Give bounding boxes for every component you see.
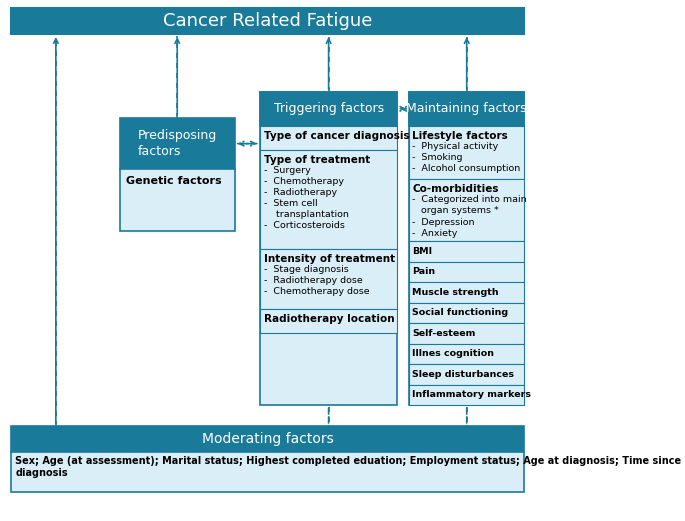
FancyBboxPatch shape	[260, 249, 397, 309]
FancyBboxPatch shape	[409, 282, 524, 303]
Text: Social functioning: Social functioning	[412, 308, 508, 317]
FancyBboxPatch shape	[11, 426, 524, 452]
Text: Muscle strength: Muscle strength	[412, 288, 499, 297]
FancyBboxPatch shape	[409, 364, 524, 384]
FancyBboxPatch shape	[409, 241, 524, 262]
Text: Co-morbidities: Co-morbidities	[412, 184, 499, 194]
Text: Sex; Age (at assessment); Marital status; Highest completed eduation; Employment: Sex; Age (at assessment); Marital status…	[15, 456, 682, 478]
Text: -  Physical activity
-  Smoking
-  Alcohol consumption: - Physical activity - Smoking - Alcohol …	[412, 142, 521, 173]
Text: Triggering factors: Triggering factors	[273, 102, 384, 115]
FancyBboxPatch shape	[409, 303, 524, 323]
Text: Maintaining factors: Maintaining factors	[406, 102, 527, 115]
Text: -  Stage diagnosis
-  Radiotherapy dose
-  Chemotherapy dose: - Stage diagnosis - Radiotherapy dose - …	[264, 265, 369, 296]
Text: Self-esteem: Self-esteem	[412, 329, 475, 338]
Text: Radiotherapy location: Radiotherapy location	[264, 314, 395, 324]
Text: -  Categorized into main
   organ systems *
-  Depression
-  Anxiety: - Categorized into main organ systems * …	[412, 195, 527, 238]
FancyBboxPatch shape	[260, 92, 397, 405]
Text: Moderating factors: Moderating factors	[201, 432, 334, 446]
FancyBboxPatch shape	[120, 118, 235, 169]
FancyBboxPatch shape	[120, 169, 235, 231]
FancyBboxPatch shape	[260, 150, 397, 249]
FancyBboxPatch shape	[260, 126, 397, 150]
Text: Type of cancer diagnosis: Type of cancer diagnosis	[264, 131, 409, 141]
Text: BMI: BMI	[412, 247, 432, 256]
Text: Pain: Pain	[412, 267, 436, 276]
FancyBboxPatch shape	[409, 92, 524, 405]
Text: Inflammatory markers: Inflammatory markers	[412, 390, 532, 400]
FancyBboxPatch shape	[409, 126, 524, 179]
FancyBboxPatch shape	[11, 452, 524, 492]
FancyBboxPatch shape	[260, 309, 397, 332]
Text: Sleep disturbances: Sleep disturbances	[412, 370, 514, 379]
FancyBboxPatch shape	[409, 92, 524, 126]
FancyBboxPatch shape	[409, 344, 524, 364]
Text: Type of treatment: Type of treatment	[264, 155, 370, 165]
Text: Cancer Related Fatigue: Cancer Related Fatigue	[163, 13, 372, 30]
FancyBboxPatch shape	[11, 8, 524, 34]
FancyBboxPatch shape	[409, 262, 524, 282]
Text: Lifestyle factors: Lifestyle factors	[412, 131, 508, 141]
Text: Genetic factors: Genetic factors	[126, 177, 221, 187]
FancyBboxPatch shape	[409, 179, 524, 241]
FancyBboxPatch shape	[409, 323, 524, 344]
Text: Intensity of treatment: Intensity of treatment	[264, 254, 395, 264]
FancyBboxPatch shape	[409, 384, 524, 405]
Text: Predisposing
factors: Predisposing factors	[138, 129, 217, 158]
Text: -  Surgery
-  Chemotherapy
-  Radiotherapy
-  Stem cell
    transplantation
-  C: - Surgery - Chemotherapy - Radiotherapy …	[264, 166, 349, 230]
Text: Illnes cognition: Illnes cognition	[412, 350, 495, 358]
FancyBboxPatch shape	[260, 92, 397, 126]
